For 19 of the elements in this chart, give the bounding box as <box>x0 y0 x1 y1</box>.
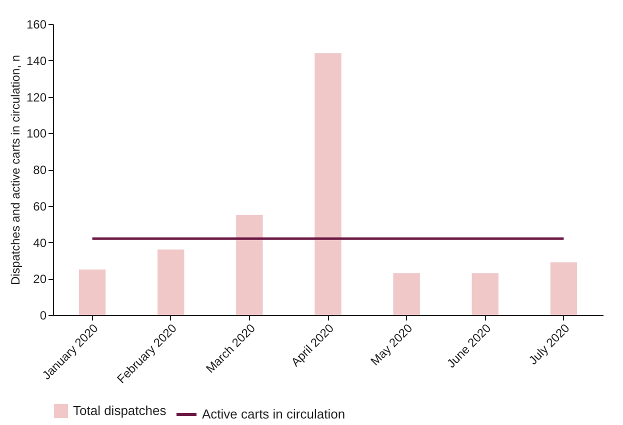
bar <box>236 214 263 315</box>
bar <box>393 273 420 315</box>
y-tick-label: 20 <box>33 272 47 286</box>
legend-label: Active carts in circulation <box>202 406 346 422</box>
bar <box>550 262 578 315</box>
y-tick-label: 140 <box>26 54 47 68</box>
y-tick-label: 120 <box>26 90 47 104</box>
y-axis-title: Dispatches and active carts in circulation, n <box>8 54 22 286</box>
bar <box>158 250 184 315</box>
y-tick-label: 60 <box>33 199 47 214</box>
y-tick-label: 0 <box>40 308 47 322</box>
y-tick-label: 100 <box>26 126 47 141</box>
y-tick-label: 80 <box>33 163 47 177</box>
y-tick-label: 160 <box>26 18 47 32</box>
y-tick-label: 40 <box>33 236 47 250</box>
bar <box>78 270 106 315</box>
bar <box>314 53 342 315</box>
legend-label: Total dispatches <box>73 403 167 418</box>
bar <box>472 273 498 315</box>
